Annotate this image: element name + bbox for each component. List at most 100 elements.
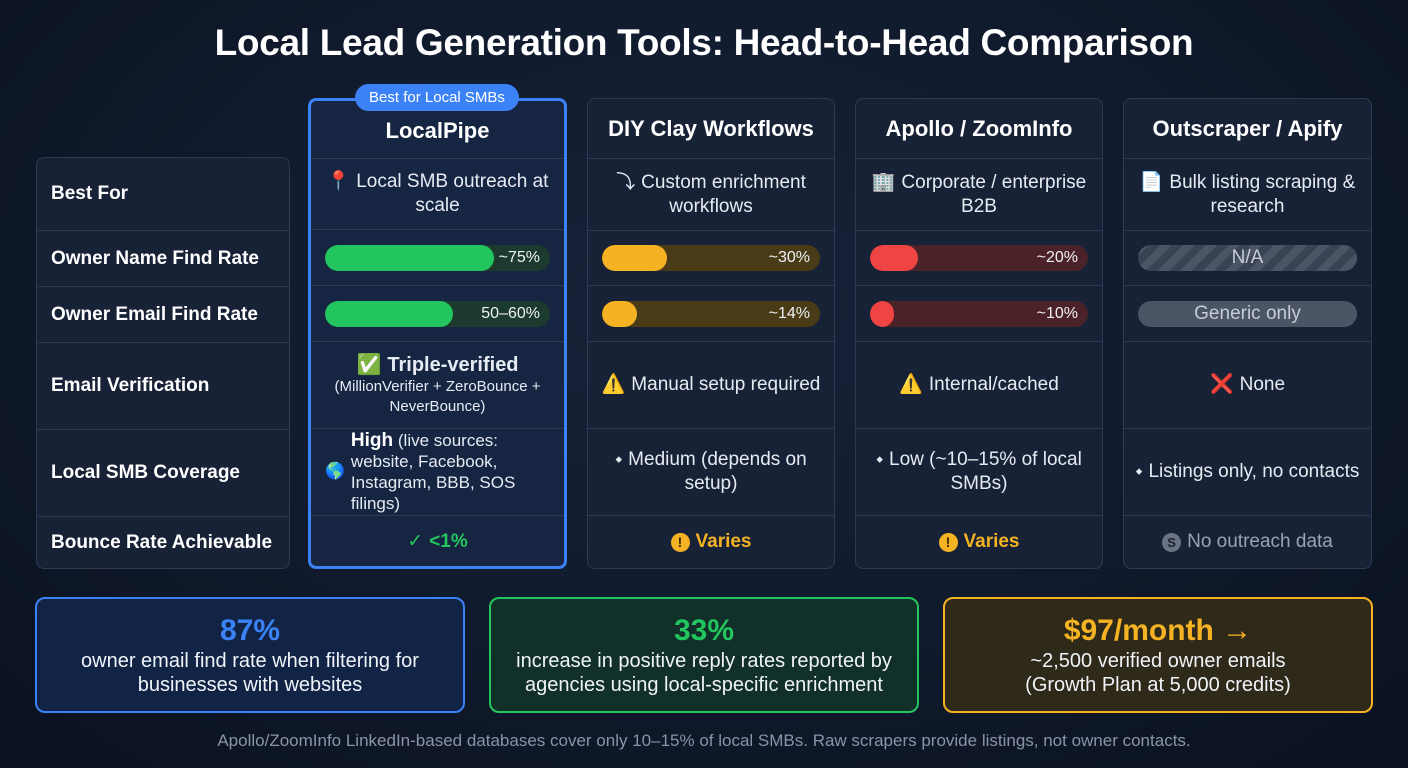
verification-text: None: [1239, 374, 1286, 395]
verification-detail: (MillionVerifier + ZeroBounce + NeverBou…: [334, 378, 541, 415]
verification-text: Manual setup required: [631, 374, 821, 395]
bar-value: ~10%: [1036, 305, 1078, 322]
row-label-email-verification: Email Verification: [51, 375, 210, 396]
best-for-text: Local SMB outreach at scale: [356, 171, 549, 216]
exclamation-icon: !: [670, 532, 690, 552]
bar-fill: [870, 301, 894, 327]
stat-card-reply-rate: 33% increase in positive reply rates rep…: [489, 597, 919, 713]
best-for-cell: 🏢 Corporate / enterprise B2B: [856, 159, 1102, 230]
stat-description: increase in positive reply rates reporte…: [516, 650, 892, 696]
column-localpipe: LocalPipe 📍 Local SMB outreach at scale ~…: [308, 98, 567, 569]
warning-icon: ⚠️: [601, 374, 626, 395]
cross-icon: ❌: [1209, 374, 1234, 395]
column-header: Apollo / ZoomInfo: [885, 115, 1073, 141]
bounce-cell: ! Varies: [856, 516, 1102, 568]
globe-icon: 🌎: [325, 463, 345, 480]
row-labels-card: Best For Owner Name Find Rate Owner Emai…: [36, 157, 290, 569]
bounce-value: No outreach data: [1187, 531, 1333, 552]
row-label-best-for: Best For: [51, 183, 129, 204]
bounce-value: Varies: [963, 531, 1020, 552]
column-outscraper-apify: Outscraper / Apify 📄 Bulk listing scrapin…: [1123, 98, 1372, 569]
owner-name-rate-bar: ~75%: [325, 245, 550, 271]
owner-email-rate-bar: ~10%: [870, 301, 1088, 327]
stat-value: 33%: [673, 614, 735, 647]
office-building-icon: 🏢: [871, 171, 896, 193]
branch-icon: ⤵: [616, 171, 636, 193]
warning-icon: ⚠️: [899, 374, 923, 395]
bounce-value: <1%: [429, 531, 468, 552]
best-for-local-smbs-badge: Best for Local SMBs: [355, 84, 519, 111]
verification-cell: ✅ Triple-verified (MillionVerifier + Zero…: [311, 342, 564, 428]
bar-fill: [602, 301, 637, 327]
bar-value: ~30%: [768, 249, 810, 266]
coverage-text: Low (~10–15% of local SMBs): [889, 449, 1082, 494]
footnote: Apollo/ZoomInfo LinkedIn-based databases…: [217, 731, 1191, 750]
stat-description: owner email find rate when filtering for…: [81, 650, 419, 696]
row-label-owner-email-rate: Owner Email Find Rate: [51, 303, 258, 325]
verification-cell: ⚠️ Manual setup required: [588, 342, 834, 428]
coverage-cell: ⬩ Listings only, no contacts: [1124, 429, 1371, 515]
bar-value: ~14%: [768, 305, 810, 322]
best-for-text: Bulk listing scraping & research: [1169, 171, 1356, 217]
bar-text: Generic only: [1194, 303, 1301, 324]
verification-text: Internal/cached: [928, 374, 1059, 395]
row-label-local-smb-coverage: Local SMB Coverage: [51, 462, 240, 483]
map-pin-icon: 📍: [326, 171, 351, 192]
bounce-cell: ! Varies: [588, 516, 834, 568]
coverage-icon: ⬩: [1135, 461, 1143, 482]
bar-value: ~75%: [498, 249, 540, 266]
coverage-strong: High: [350, 430, 394, 451]
bar-fill: [325, 245, 494, 271]
bar-fill: [602, 245, 668, 271]
check-box-icon: ✅: [356, 354, 382, 376]
coverage-icon: ⬩: [615, 449, 623, 470]
bar-fill: [870, 245, 918, 271]
best-for-cell: ⤵ Custom enrichment workflows: [588, 159, 834, 230]
bounce-cell: S No outreach data: [1124, 516, 1371, 568]
coverage-text: Medium (depends on setup): [628, 449, 807, 494]
column-header: DIY Clay Workflows: [608, 115, 814, 141]
exclamation-icon: !: [938, 532, 958, 552]
column-diy-clay: DIY Clay Workflows ⤵ Custom enrichment wo…: [587, 98, 835, 569]
verification-cell: ⚠️ Internal/cached: [856, 342, 1102, 428]
row-label-owner-name-rate: Owner Name Find Rate: [51, 247, 259, 269]
coverage-cell: 🌎 High (live sources: website, Facebook,…: [311, 429, 564, 515]
stat-value: $97/month →: [1063, 614, 1253, 647]
coverage-cell: ⬩ Low (~10–15% of local SMBs): [856, 429, 1102, 515]
bar-fill: [325, 301, 454, 327]
check-badge-icon: ✓: [407, 531, 424, 552]
coverage-icon: ⬩: [876, 449, 884, 470]
best-for-text: Corporate / enterprise B2B: [901, 171, 1087, 217]
coverage-detail: (live sources: website, Facebook, Instag…: [350, 431, 516, 513]
best-for-cell: 📍 Local SMB outreach at scale: [311, 159, 564, 229]
stat-card-email-find-rate: 87% owner email find rate when filtering…: [35, 597, 465, 713]
stat-description: ~2,500 verified owner emails (Growth Pla…: [1025, 650, 1291, 696]
column-header: LocalPipe: [385, 117, 490, 143]
bounce-value: Varies: [695, 531, 752, 552]
owner-email-rate-generic-bar: Generic only: [1138, 301, 1357, 327]
column-apollo-zoominfo: Apollo / ZoomInfo 🏢 Corporate / enterpris…: [855, 98, 1103, 569]
verification-cell: ❌ None: [1124, 342, 1371, 428]
owner-name-rate-na-bar: N/A: [1138, 245, 1357, 271]
bar-text: N/A: [1231, 247, 1264, 268]
owner-email-rate-bar: ~14%: [602, 301, 820, 327]
stat-value: 87%: [219, 614, 281, 647]
coverage-cell: ⬩ Medium (depends on setup): [588, 429, 834, 515]
owner-name-rate-bar: ~20%: [870, 245, 1088, 271]
owner-name-rate-bar: ~30%: [602, 245, 820, 271]
coverage-text: Listings only, no contacts: [1148, 461, 1360, 482]
bar-value: 50–60%: [481, 305, 540, 322]
column-header: Outscraper / Apify: [1152, 115, 1343, 141]
row-label-bounce-rate: Bounce Rate Achievable: [51, 532, 273, 553]
owner-email-rate-bar: 50–60%: [325, 301, 550, 327]
document-icon: 📄: [1139, 171, 1164, 193]
bounce-cell: ✓ <1%: [311, 516, 564, 568]
best-for-cell: 📄 Bulk listing scraping & research: [1124, 159, 1371, 230]
verification-strong: Triple-verified: [387, 354, 519, 376]
page-title: Local Lead Generation Tools: Head-to-Hea…: [214, 22, 1194, 63]
bar-value: ~20%: [1036, 249, 1078, 266]
no-data-icon: S: [1162, 532, 1182, 552]
stat-card-pricing: $97/month → ~2,500 verified owner emails…: [943, 597, 1373, 713]
best-for-text: Custom enrichment workflows: [641, 171, 806, 217]
